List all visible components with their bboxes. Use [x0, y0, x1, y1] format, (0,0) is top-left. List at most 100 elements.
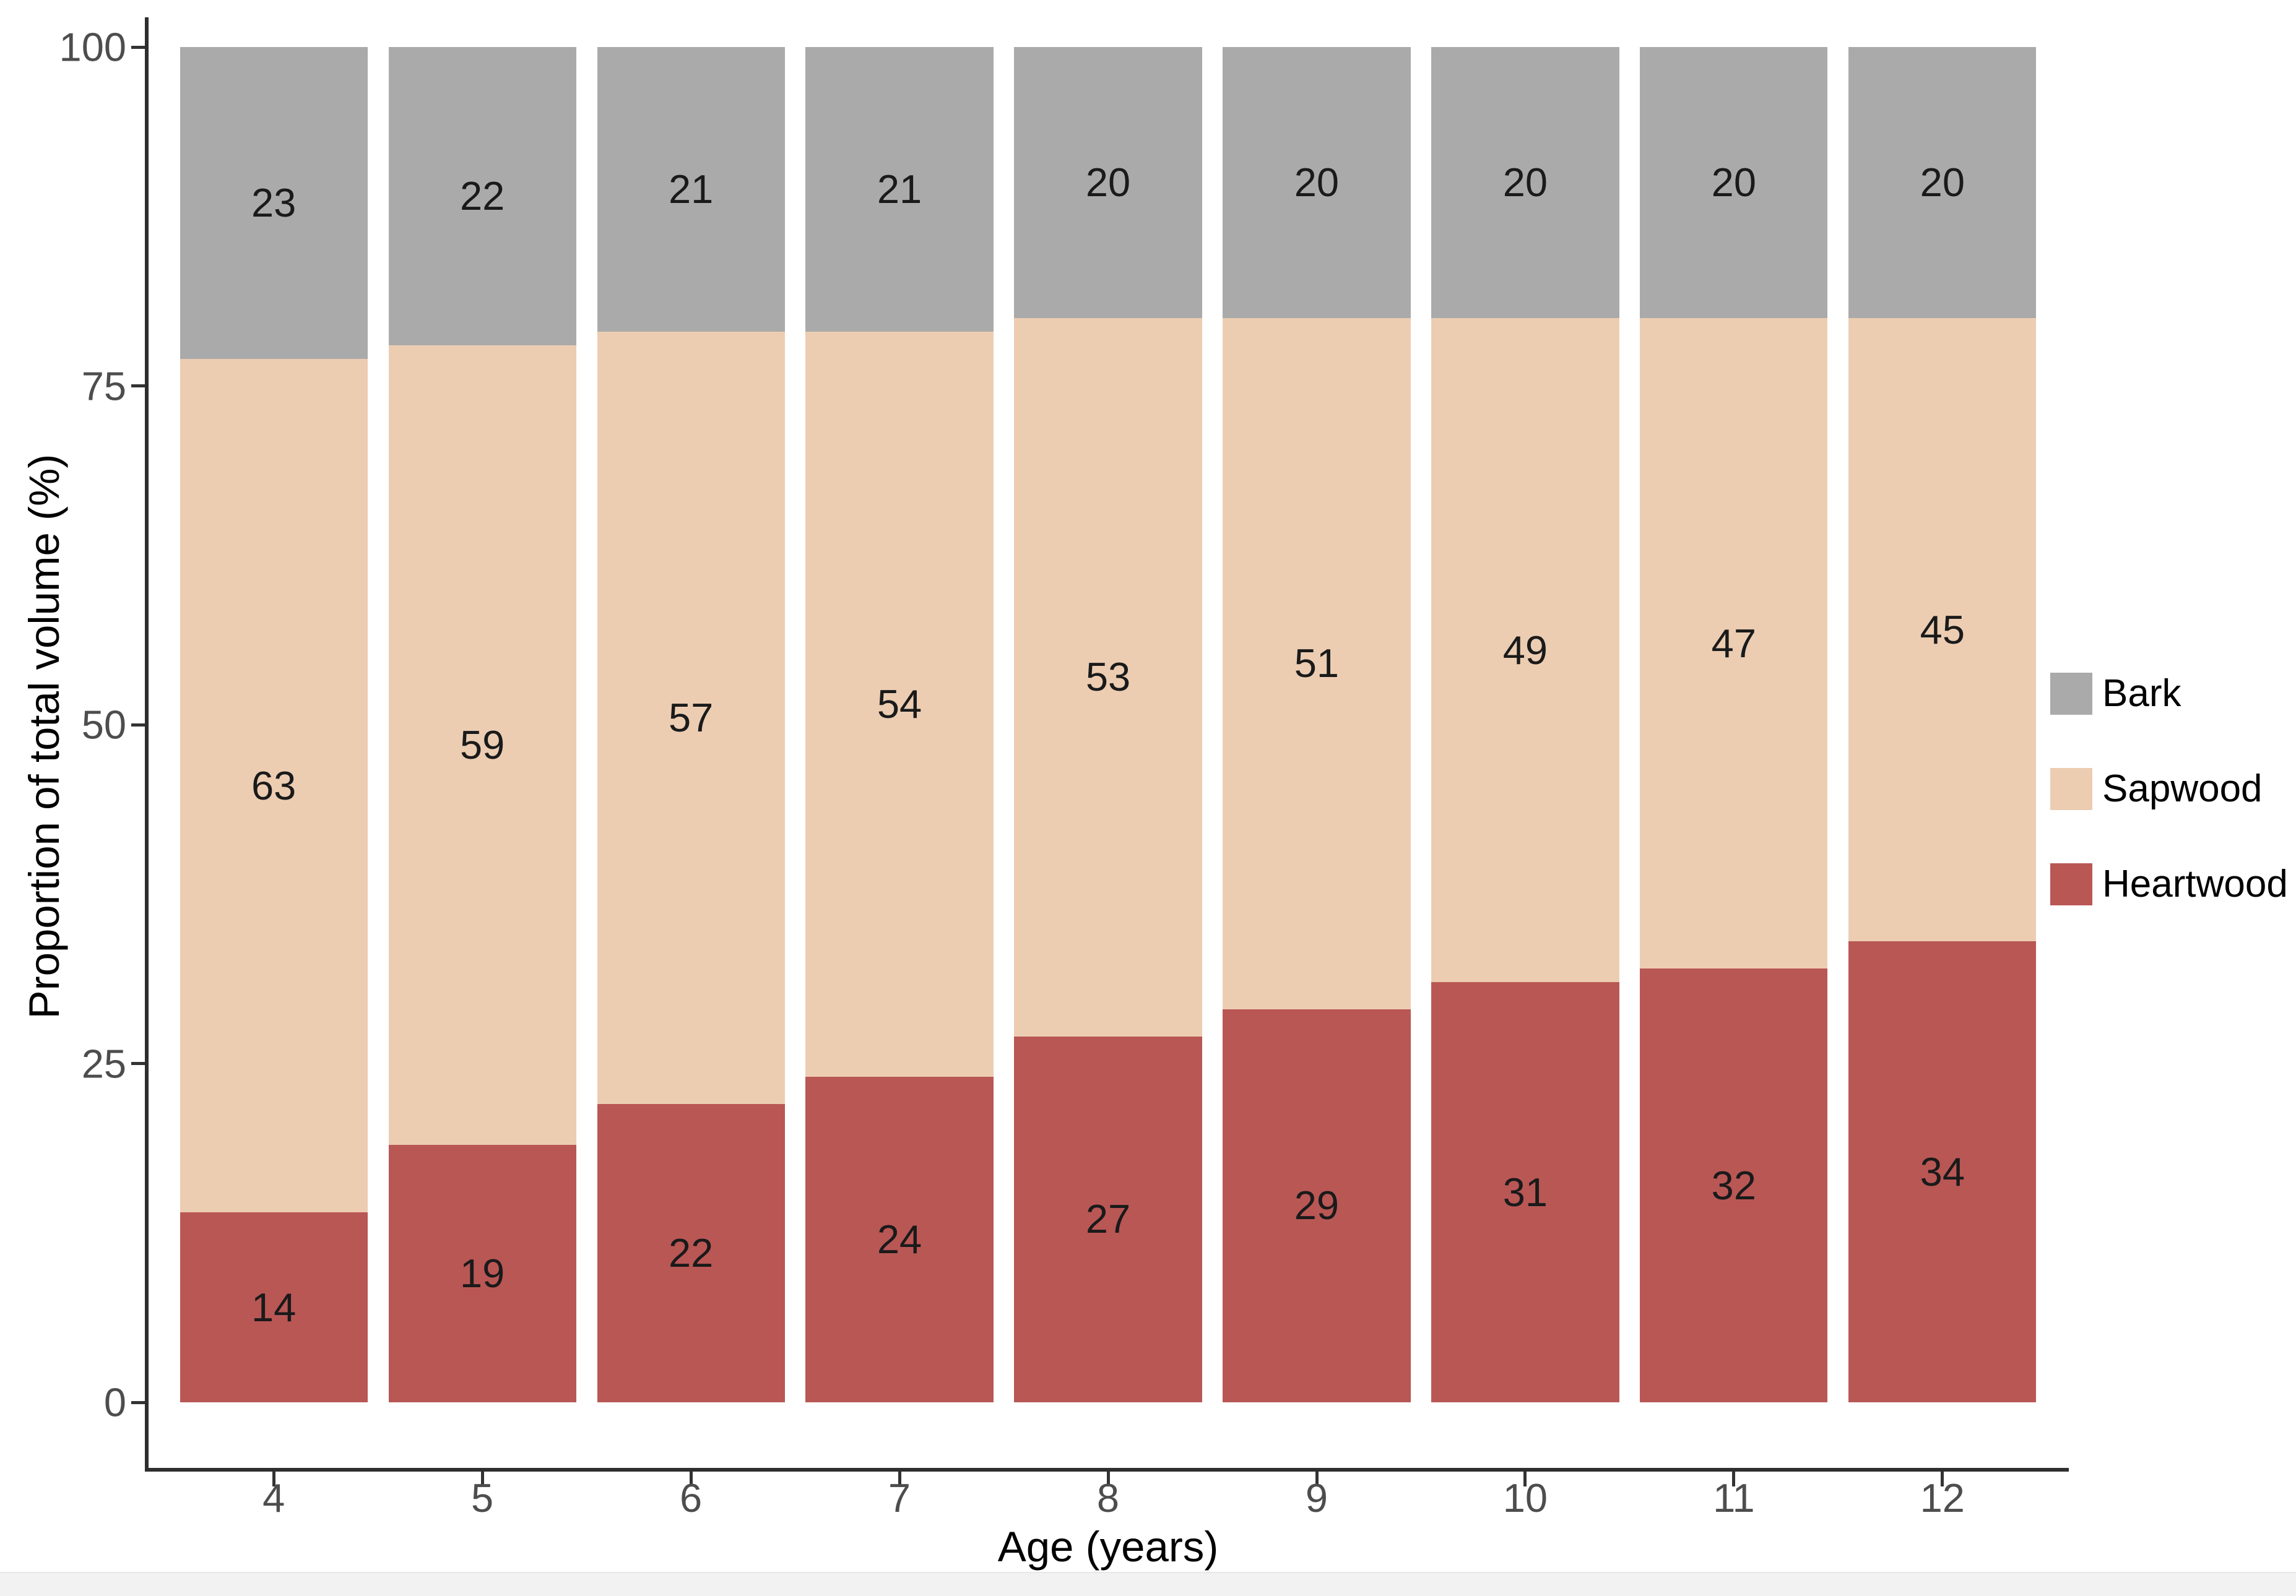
bar-segment-bark	[1640, 47, 1828, 318]
x-tick-label: 10	[1502, 1475, 1548, 1521]
bar-age-8: 27 53 20	[1014, 47, 1202, 1402]
bar-value-label-heartwood: 24	[877, 1217, 922, 1262]
x-tick	[1941, 1472, 1944, 1486]
legend-item-bark: Bark	[2050, 673, 2285, 715]
bar-segment-sapwood	[805, 331, 994, 1077]
y-axis-line	[145, 17, 149, 1472]
chart-panel: 14 63 23 19 59 22 22 57 21 24 54 21 27 53 20 29 51 20 31 49…	[149, 47, 2068, 1402]
bar-segment-heartwood	[805, 1077, 994, 1402]
x-tick-label: 5	[471, 1475, 494, 1521]
x-tick-label: 6	[680, 1475, 703, 1521]
x-tick	[1106, 1472, 1110, 1486]
bar-value-label-sapwood: 54	[877, 681, 922, 727]
bar-segment-heartwood	[1431, 982, 1619, 1402]
y-tick-label: 50	[81, 702, 126, 748]
x-tick-label: 7	[888, 1475, 911, 1521]
y-tick-label: 25	[81, 1041, 126, 1086]
bar-age-7: 24 54 21	[805, 47, 994, 1402]
bar-segment-heartwood	[180, 1212, 368, 1402]
x-tick-label: 4	[262, 1475, 285, 1521]
bar-segment-heartwood	[1640, 968, 1828, 1402]
legend-item-heartwood: Heartwood	[2050, 863, 2288, 905]
x-tick	[689, 1472, 693, 1486]
bar-age-9: 29 51 20	[1223, 47, 1411, 1402]
bar-value-label-heartwood: 31	[1502, 1169, 1548, 1215]
bar-segment-sapwood	[1848, 318, 2037, 942]
bar-segment-bark	[1848, 47, 2037, 318]
bar-segment-heartwood	[1014, 1036, 1202, 1402]
y-tick	[131, 1400, 145, 1404]
bar-value-label-heartwood: 14	[251, 1284, 297, 1330]
bar-segment-bark	[1014, 47, 1202, 318]
x-tick	[480, 1472, 484, 1486]
x-tick-label: 9	[1305, 1475, 1328, 1521]
x-tick	[1732, 1472, 1736, 1486]
bar-segment-bark	[1431, 47, 1619, 318]
y-tick	[131, 384, 145, 387]
bar-age-6: 22 57 21	[597, 47, 785, 1402]
legend-label: Heartwood	[2102, 863, 2288, 905]
bar-value-label-sapwood: 57	[668, 695, 714, 741]
x-tick	[1523, 1472, 1527, 1486]
bar-value-label-heartwood: 19	[459, 1250, 505, 1296]
bar-segment-bark	[805, 47, 994, 332]
bar-value-label-sapwood: 53	[1085, 654, 1131, 700]
bar-segment-sapwood	[1014, 318, 1202, 1037]
bar-value-label-heartwood: 27	[1085, 1196, 1131, 1242]
bar-segment-heartwood	[597, 1104, 785, 1402]
bar-value-label-heartwood: 22	[668, 1230, 714, 1276]
x-tick	[1315, 1472, 1319, 1486]
x-tick	[898, 1472, 901, 1486]
bar-value-label-bark: 20	[1294, 160, 1340, 205]
bar-value-label-sapwood: 63	[251, 762, 297, 808]
y-tick	[131, 45, 145, 49]
bar-age-12: 34 45 20	[1848, 47, 2037, 1402]
bar-value-label-bark: 20	[1502, 160, 1548, 205]
x-tick-label: 12	[1920, 1475, 1965, 1521]
bar-value-label-heartwood: 32	[1711, 1162, 1756, 1208]
bar-segment-bark	[1223, 47, 1411, 318]
bar-segment-bark	[388, 47, 576, 345]
bar-value-label-sapwood: 59	[459, 722, 505, 767]
bar-age-4: 14 63 23	[180, 47, 368, 1402]
legend-swatch-sapwood	[2050, 768, 2092, 810]
footer-strip	[0, 1572, 2296, 1596]
legend-label: Bark	[2102, 672, 2181, 715]
bar-age-11: 32 47 20	[1640, 47, 1828, 1402]
x-axis-title: Age (years)	[997, 1523, 1219, 1571]
y-tick-label: 75	[81, 363, 126, 408]
bar-value-label-bark: 23	[251, 179, 297, 225]
bar-segment-sapwood	[1431, 318, 1619, 983]
bar-value-label-bark: 21	[668, 166, 714, 212]
legend-swatch-heartwood	[2050, 863, 2092, 905]
x-tick-label: 8	[1096, 1475, 1120, 1521]
bar-segment-sapwood	[1223, 318, 1411, 1009]
bar-segment-bark	[180, 47, 368, 359]
y-tick-label: 100	[59, 24, 126, 70]
x-tick-label: 11	[1713, 1475, 1755, 1521]
bar-segment-sapwood	[388, 345, 576, 1145]
bar-value-label-bark: 22	[459, 173, 505, 218]
bar-value-label-sapwood: 49	[1502, 627, 1548, 673]
y-tick	[131, 723, 145, 727]
bar-value-label-bark: 20	[1711, 160, 1756, 205]
bar-value-label-bark: 20	[1920, 160, 1965, 205]
legend-item-sapwood: Sapwood	[2050, 768, 2285, 810]
bar-segment-sapwood	[1640, 318, 1828, 969]
y-tick	[131, 1062, 145, 1065]
y-tick-label: 0	[103, 1379, 126, 1425]
bar-age-5: 19 59 22	[388, 47, 576, 1402]
bar-segment-bark	[597, 47, 785, 332]
bar-value-label-bark: 21	[877, 166, 922, 212]
bar-segment-sapwood	[597, 331, 785, 1105]
bar-segment-heartwood	[1223, 1009, 1411, 1402]
bar-segment-heartwood	[388, 1144, 576, 1402]
legend-swatch-bark	[2050, 673, 2092, 715]
bar-segment-sapwood	[180, 358, 368, 1213]
legend-label: Sapwood	[2102, 767, 2263, 810]
bar-value-label-heartwood: 34	[1920, 1149, 1965, 1194]
bar-segment-heartwood	[1848, 941, 2037, 1402]
bar-value-label-heartwood: 29	[1294, 1183, 1340, 1228]
x-tick	[272, 1472, 275, 1486]
